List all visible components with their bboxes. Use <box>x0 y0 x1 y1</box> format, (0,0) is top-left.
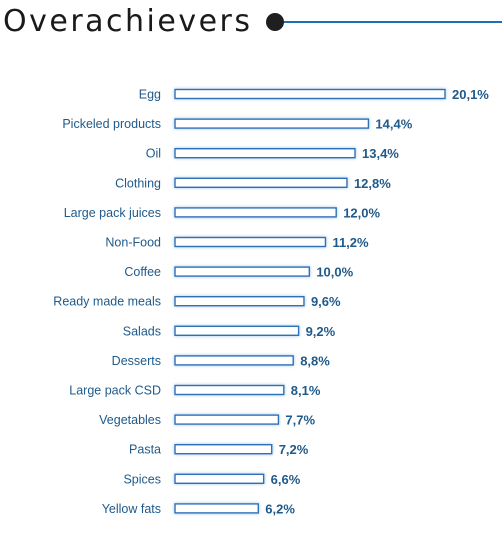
bar-group: Egg 20,1% Pickeled products 14,4% Oil 13,4% Cl… <box>53 87 489 516</box>
bar-clothing <box>174 177 348 189</box>
bar-oil <box>174 147 356 159</box>
bar-ready-made-meals <box>174 296 305 307</box>
bar-salads <box>174 325 300 336</box>
value-label-oil: 13,4% <box>362 146 399 161</box>
bar-yellow-fats <box>174 503 259 514</box>
value-label-large-pack-juices: 12,0% <box>343 205 380 220</box>
value-label-pasta: 7,2% <box>279 442 309 457</box>
category-label-large-pack-csd: Large pack CSD <box>69 384 161 398</box>
bar-large-pack-juices <box>174 207 337 218</box>
bar-large-pack-csd <box>174 384 285 396</box>
category-label-large-pack-juices: Large pack juices <box>64 206 161 220</box>
rule-dot-icon <box>266 13 284 31</box>
value-label-salads: 9,2% <box>306 324 336 339</box>
bar-desserts <box>174 355 294 366</box>
category-label-ready-made-meals: Ready made meals <box>53 295 161 309</box>
bar-spices <box>174 473 265 484</box>
category-label-spices: Spices <box>123 472 161 486</box>
value-label-desserts: 8,8% <box>300 353 330 368</box>
bar-non-food <box>174 236 327 248</box>
bar-pickeled-products <box>174 118 370 129</box>
category-label-pasta: Pasta <box>129 443 161 457</box>
category-label-egg: Egg <box>139 88 161 102</box>
page-title: Overachievers <box>3 4 253 39</box>
value-label-clothing: 12,8% <box>354 176 391 191</box>
category-label-yellow-fats: Yellow fats <box>102 502 161 516</box>
bar-vegetables <box>174 414 280 425</box>
category-label-non-food: Non-Food <box>105 236 161 250</box>
value-label-vegetables: 7,7% <box>285 413 315 428</box>
category-label-vegetables: Vegetables <box>99 413 161 427</box>
value-label-yellow-fats: 6,2% <box>265 501 295 516</box>
category-label-coffee: Coffee <box>124 265 161 279</box>
value-label-pickeled-products: 14,4% <box>375 117 412 132</box>
category-label-oil: Oil <box>146 147 161 161</box>
bar-coffee <box>174 266 311 277</box>
category-label-desserts: Desserts <box>112 354 161 368</box>
title-rule <box>266 13 502 33</box>
value-label-spices: 6,6% <box>271 472 301 487</box>
category-label-salads: Salads <box>123 324 161 338</box>
value-label-large-pack-csd: 8,1% <box>291 383 321 398</box>
value-label-ready-made-meals: 9,6% <box>311 294 341 309</box>
value-label-coffee: 10,0% <box>316 265 353 280</box>
category-label-clothing: Clothing <box>115 176 161 190</box>
bar-egg <box>174 88 446 100</box>
category-label-pickeled-products: Pickeled products <box>62 117 161 131</box>
rule-line <box>280 21 502 23</box>
value-label-non-food: 11,2% <box>332 235 369 250</box>
bar-pasta <box>174 444 273 455</box>
value-label-egg: 20,1% <box>452 87 489 102</box>
